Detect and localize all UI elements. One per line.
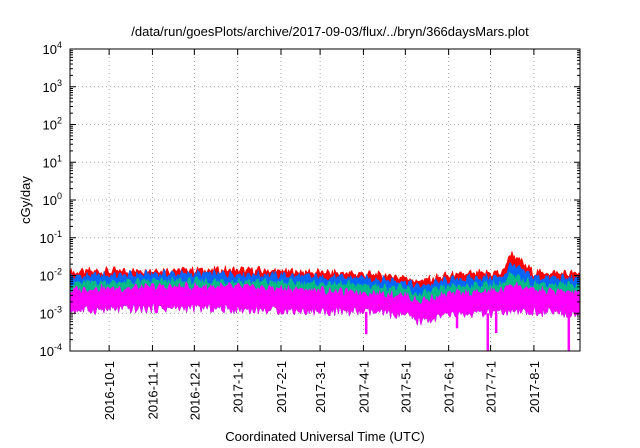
x-tick-label: 2016-11-1 [145,361,160,419]
y-tick-label: 10-3 [40,304,62,321]
x-tick-label: 2016-10-1 [102,361,117,420]
y-tick-label: 103 [43,78,62,95]
y-tick-label: 100 [43,191,62,208]
data-layer [69,250,581,351]
chart-title: /data/run/goesPlots/archive/2017-09-03/f… [131,24,529,39]
x-tick-label: 2017-3-1 [313,361,328,413]
y-tick-label: 104 [43,40,62,57]
x-tick-label: 2017-5-1 [398,361,413,413]
y-tick-label: 10-4 [40,342,62,359]
y-tick-label: 101 [43,153,62,170]
x-tick-label: 2017-2-1 [274,361,289,413]
x-tick-label: 2017-7-1 [484,361,499,413]
x-tick-label: 2017-6-1 [442,361,457,413]
y-axis-label: cGy/day [18,176,33,224]
x-tick-label: 2017-1-1 [231,361,246,413]
y-tick-label: 10-2 [40,267,62,284]
x-tick-label: 2017-8-1 [527,361,542,413]
x-tick-label: 2017-4-1 [356,361,371,413]
x-tick-label: 2016-12-1 [187,361,202,420]
tick-layer: 10-4 10-3 10-2 10-1 100 101 102 103 104 2016-10-1… [40,40,580,420]
y-tick-label: 10-1 [40,229,62,246]
x-axis-label: Coordinated Universal Time (UTC) [225,429,424,444]
y-tick-label: 102 [43,116,62,133]
